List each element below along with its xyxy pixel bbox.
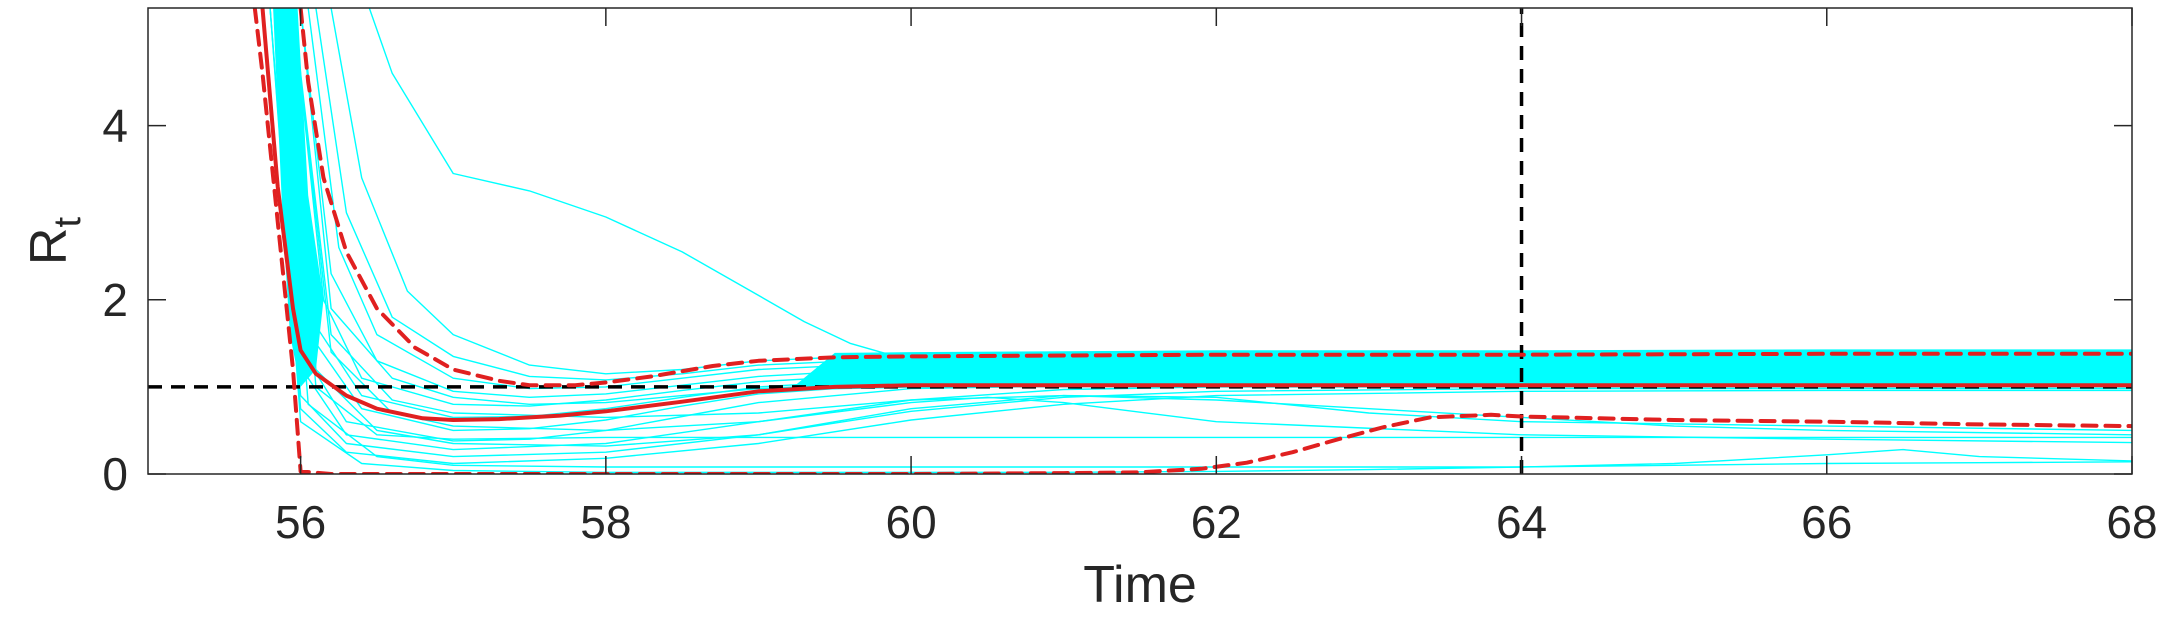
plot-frame	[147, 7, 2133, 475]
ensemble-trajectory	[284, 8, 2132, 440]
plot-background	[148, 8, 2132, 474]
x-axis-title: Time	[1083, 556, 1197, 614]
x-tick-label: 66	[1801, 496, 1852, 548]
series-median	[260, 8, 2132, 422]
x-tick-label: 68	[2106, 496, 2157, 548]
x-tick-label: 58	[580, 496, 631, 548]
ensemble-trajectory	[292, 8, 2132, 436]
y-tick-label: 0	[102, 448, 128, 500]
series-lower-bound	[252, 8, 2132, 474]
ensemble-trajectory	[269, 8, 2132, 458]
ensemble-dense-band	[789, 349, 2132, 391]
summary-series	[252, 8, 2132, 474]
ensemble-trajectories	[269, 8, 2132, 473]
y-axis-ticks: 0 2 4	[102, 100, 2132, 500]
ensemble-trajectory	[277, 8, 2132, 468]
series-upper-bound	[298, 8, 2132, 388]
x-tick-label: 64	[1496, 496, 1547, 548]
y-axis-title: Rt	[20, 217, 89, 266]
x-tick-label: 60	[885, 496, 936, 548]
y-axis-title-subscript: t	[47, 217, 89, 228]
x-tick-label: 56	[275, 496, 326, 548]
ensemble-onset-wedge	[273, 8, 324, 387]
y-tick-label: 2	[102, 274, 128, 326]
x-tick-label: 62	[1191, 496, 1242, 548]
x-axis-ticks: 56 58 60 62 64 66 68	[275, 8, 2158, 548]
ensemble-trajectory	[269, 8, 2132, 465]
y-axis-title-main: R	[20, 228, 78, 266]
y-tick-label: 4	[102, 100, 128, 152]
